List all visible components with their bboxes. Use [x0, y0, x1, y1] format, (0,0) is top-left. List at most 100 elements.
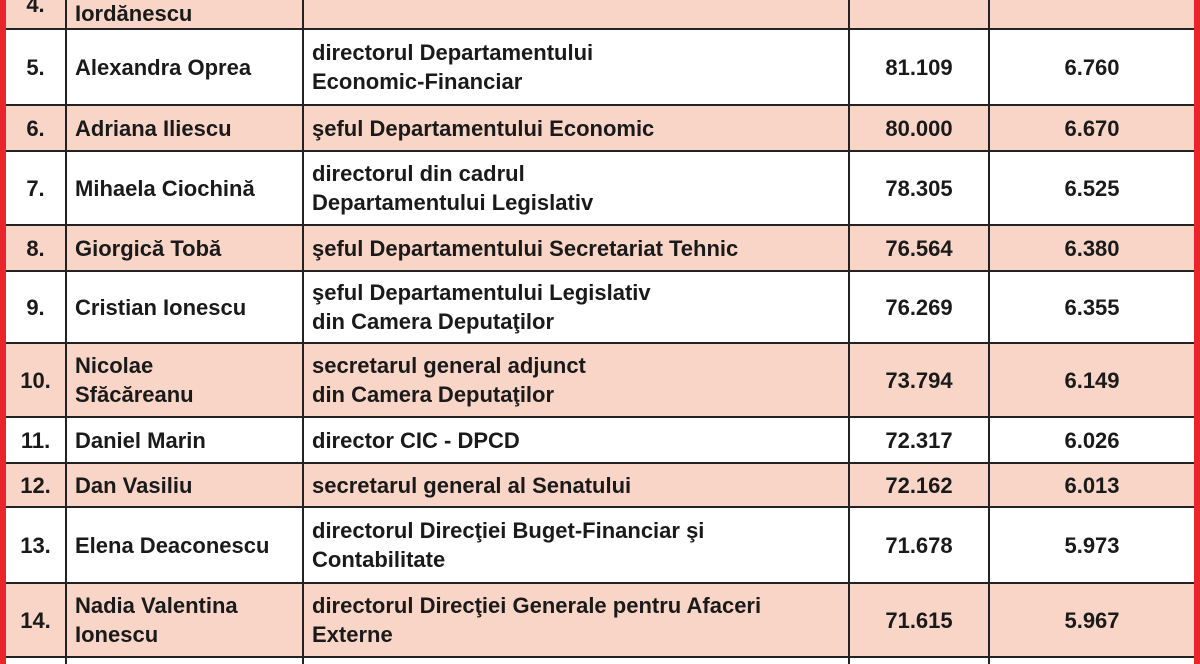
- cell: [65, 658, 302, 664]
- role-cell: directorul Direcţiei Buget-Financiar şi C…: [302, 508, 848, 582]
- gross-cell: 80.000: [848, 106, 988, 150]
- cell-text: 14.: [20, 607, 51, 633]
- net-cell: 6.760: [988, 30, 1194, 104]
- role-cell: directorul Direcţiei Generale pentru Afa…: [302, 584, 848, 656]
- gross-cell: 78.305: [848, 152, 988, 224]
- rank-cell: 4.: [6, 0, 65, 28]
- gross-cell: 71.615: [848, 584, 988, 656]
- cell-text: Iordănescu: [75, 1, 193, 26]
- cell-text: 6.026: [1064, 427, 1120, 453]
- cell-text: secretarul general al Senatului: [312, 472, 632, 498]
- cell-text: 6.: [26, 115, 45, 141]
- cell-text: 6.760: [1064, 54, 1120, 80]
- cell-text: Mihaela Ciochină: [75, 175, 255, 201]
- cell: [848, 0, 988, 28]
- cell-text: 5.973: [1064, 532, 1120, 558]
- cell-text: 80.000: [885, 115, 953, 141]
- cell-text: 81.109: [885, 54, 953, 80]
- net-cell: 6.380: [988, 226, 1194, 270]
- name-cell: Giorgică Tobă: [65, 226, 302, 270]
- cell-text: 72.162: [885, 472, 953, 498]
- cell-text: 5.: [26, 54, 45, 80]
- name-cell: Nadia Valentina Ionescu: [65, 584, 302, 656]
- table-row: 10. Nicolae Sfăcăreanu secretarul general a…: [6, 342, 1194, 416]
- rank-cell: 6.: [6, 106, 65, 150]
- cell-text: 7.: [26, 175, 45, 201]
- cell-text: Adriana Iliescu: [75, 115, 232, 141]
- role-cell: director CIC - DPCD: [302, 418, 848, 462]
- cell-text: 12.: [20, 472, 51, 498]
- net-cell: 6.013: [988, 464, 1194, 506]
- gross-cell: 73.794: [848, 344, 988, 416]
- gross-cell: 72.162: [848, 464, 988, 506]
- rank-cell: 8.: [6, 226, 65, 270]
- cell-text: Departamentului Legislativ: [312, 190, 594, 215]
- name-cell: Nicolae Sfăcăreanu: [65, 344, 302, 416]
- table-row: 14. Nadia Valentina Ionescu directorul Dire…: [6, 582, 1194, 656]
- cell-text: directorul din cadrul: [312, 161, 525, 186]
- cell-text: directorul Departamentului: [312, 40, 594, 65]
- cell-text: 72.317: [885, 427, 953, 453]
- cell-text: Dan Vasiliu: [75, 472, 193, 498]
- cell-text: 6.013: [1064, 472, 1120, 498]
- cell-text: 10.: [20, 367, 51, 393]
- table-row: [6, 656, 1194, 664]
- cell-text: 78.305: [885, 175, 953, 201]
- cell-text: 73.794: [885, 367, 953, 393]
- cell-text: director CIC - DPCD: [312, 427, 520, 453]
- cell-text: 71.678: [885, 532, 953, 558]
- cell-text: 5.967: [1064, 607, 1120, 633]
- net-cell: 5.967: [988, 584, 1194, 656]
- cell: [988, 658, 1194, 664]
- cell-text: 71.615: [885, 607, 953, 633]
- name-cell: Mihaela Ciochină: [65, 152, 302, 224]
- rank-cell: 7.: [6, 152, 65, 224]
- cell-text: şeful Departamentului Economic: [312, 115, 655, 141]
- table: 4. Iordănescu 5. Alexandra Oprea directorul …: [6, 0, 1194, 664]
- name-cell: Elena Deaconescu: [65, 508, 302, 582]
- table-row: 13. Elena Deaconescu directorul Direcţiei …: [6, 506, 1194, 582]
- cell-text: Economic-Financiar: [312, 69, 523, 94]
- cell: [302, 0, 848, 28]
- cell-text: 6.149: [1064, 367, 1120, 393]
- name-cell: Iordănescu: [65, 0, 302, 28]
- net-cell: 6.026: [988, 418, 1194, 462]
- gross-cell: 76.564: [848, 226, 988, 270]
- cell-text: 6.670: [1064, 115, 1120, 141]
- net-cell: 6.355: [988, 272, 1194, 342]
- cell-text: 76.564: [885, 235, 953, 261]
- net-cell: 6.525: [988, 152, 1194, 224]
- cell-text: directorul Direcţiei Buget-Financiar şi: [312, 518, 705, 543]
- cell-text: 76.269: [885, 294, 953, 320]
- rank-cell: 11.: [6, 418, 65, 462]
- cell-text: Elena Deaconescu: [75, 532, 270, 558]
- cell-text: Daniel Marin: [75, 427, 206, 453]
- cell-text: Externe: [312, 622, 393, 647]
- gross-cell: 81.109: [848, 30, 988, 104]
- cell-text: 9.: [26, 294, 45, 320]
- table-row: 7. Mihaela Ciochină directorul din cadrul D…: [6, 150, 1194, 224]
- cell-text: 6.525: [1064, 175, 1120, 201]
- cell-text: din Camera Deputaţilor: [312, 309, 555, 334]
- cell-text: 6.380: [1064, 235, 1120, 261]
- rank-cell: 9.: [6, 272, 65, 342]
- cell-text: din Camera Deputaţilor: [312, 382, 555, 407]
- rank-cell: 10.: [6, 344, 65, 416]
- cell-text: Nicolae: [75, 353, 154, 378]
- cell: [848, 658, 988, 664]
- cell-text: Giorgică Tobă: [75, 235, 222, 261]
- rank-cell: 13.: [6, 508, 65, 582]
- cell-text: 4.: [26, 0, 45, 17]
- name-cell: Adriana Iliescu: [65, 106, 302, 150]
- table-row: 6. Adriana Iliescu şeful Departamentului E…: [6, 104, 1194, 150]
- cell-text: Ionescu: [75, 622, 159, 647]
- table-row: 12. Dan Vasiliu secretarul general al Sena…: [6, 462, 1194, 506]
- role-cell: directorul din cadrul Departamentului Leg…: [302, 152, 848, 224]
- cell-text: Alexandra Oprea: [75, 54, 252, 80]
- role-cell: secretarul general adjunct din Camera Dep…: [302, 344, 848, 416]
- name-cell: Alexandra Oprea: [65, 30, 302, 104]
- role-cell: directorul Departamentului Economic-Finan…: [302, 30, 848, 104]
- cell-text: 6.355: [1064, 294, 1120, 320]
- cell-text: 11.: [20, 427, 51, 453]
